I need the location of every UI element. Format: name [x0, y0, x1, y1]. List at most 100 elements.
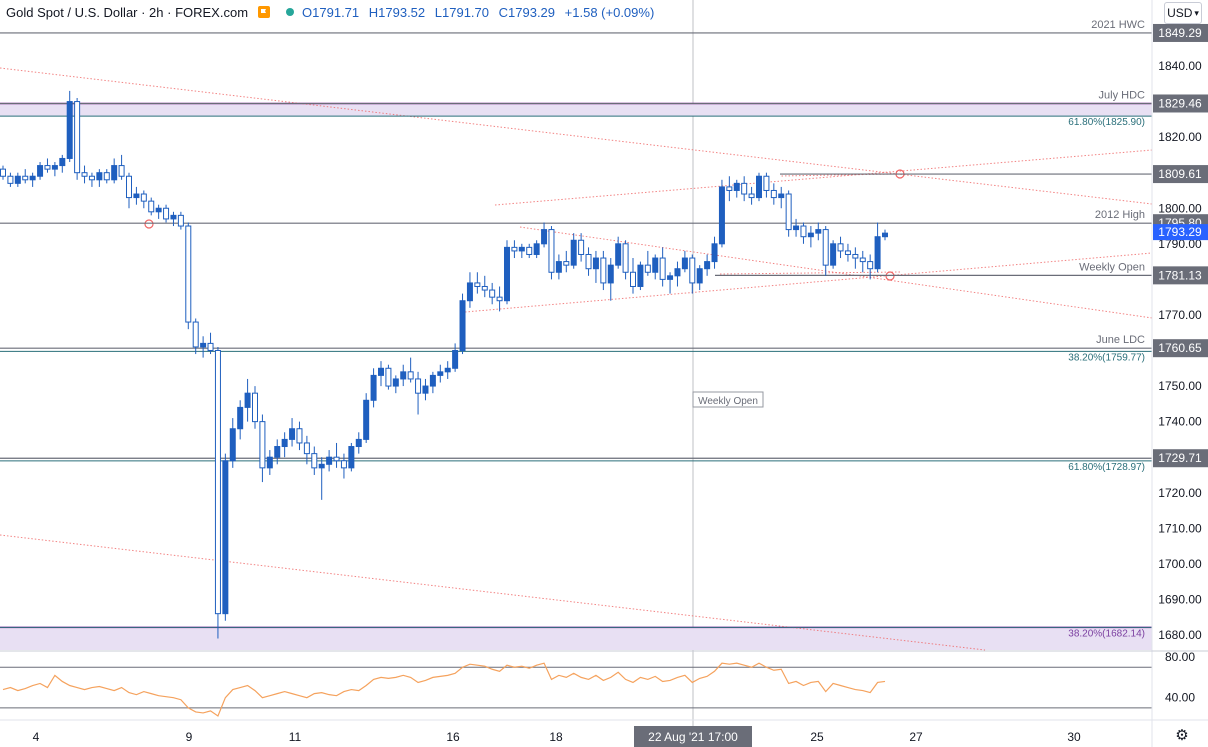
candle-body	[14, 175, 21, 184]
candle-body	[785, 193, 792, 231]
candle	[807, 226, 814, 248]
price-tag-label: 1760.65	[1158, 341, 1202, 355]
candle-body	[459, 300, 466, 351]
candle	[177, 211, 184, 230]
candle-body	[96, 172, 103, 181]
candle	[59, 154, 66, 173]
candle-body	[711, 243, 718, 263]
candle	[837, 236, 844, 259]
candle	[111, 158, 118, 184]
open-value: O1791.71	[302, 4, 360, 20]
candle	[340, 453, 347, 479]
candle-body	[333, 456, 340, 462]
candle	[607, 258, 614, 301]
candle	[844, 243, 851, 262]
currency-dropdown[interactable]: USD ▾	[1164, 2, 1202, 24]
candle	[229, 418, 236, 468]
candle	[481, 275, 488, 298]
candle-body	[667, 275, 674, 280]
candle-body	[37, 165, 44, 177]
candle-body	[378, 367, 384, 376]
rsi-tick-label: 40.00	[1165, 691, 1195, 705]
candle-body	[185, 225, 192, 323]
candle	[289, 418, 296, 447]
gear-icon[interactable]: ⚙	[1175, 727, 1189, 744]
candle	[437, 364, 444, 383]
price-tag-label: 1829.46	[1158, 96, 1202, 110]
candle	[400, 364, 407, 387]
level-label: 38.20%(1682.14)	[1068, 628, 1145, 639]
candle	[770, 183, 777, 205]
candle-body	[429, 374, 436, 387]
candle-body	[318, 463, 325, 469]
candle-body	[200, 342, 207, 348]
candle	[281, 432, 288, 458]
candle-body	[259, 421, 266, 469]
candle	[882, 229, 888, 241]
candle-body	[126, 175, 132, 199]
status-dot-icon	[286, 8, 295, 16]
candle-body	[704, 261, 711, 270]
candle-body	[88, 175, 95, 181]
candle-body	[815, 229, 822, 234]
candle-body	[718, 186, 725, 245]
chart-header: Gold Spot / U.S. Dollar · 2h · FOREX.com…	[0, 0, 654, 24]
candle-body	[830, 243, 837, 266]
candle-body	[214, 350, 221, 615]
candle-body	[674, 268, 681, 277]
candle	[311, 446, 318, 475]
candle-body	[555, 261, 562, 273]
price-tag	[1153, 449, 1208, 468]
level-lines	[0, 32, 1152, 628]
price-tag	[1153, 94, 1208, 113]
candle	[392, 375, 399, 394]
candle-body	[370, 374, 377, 401]
candle	[741, 176, 748, 202]
candle-body	[422, 385, 429, 394]
rsi-tick-label: 80.00	[1165, 650, 1195, 664]
candle-body	[585, 253, 592, 270]
candle-body	[244, 392, 251, 408]
candle	[444, 361, 451, 379]
candle	[563, 250, 570, 273]
candle-body	[822, 229, 829, 266]
candle	[29, 172, 36, 187]
candle-body	[44, 165, 51, 170]
trend-line-4	[719, 271, 901, 275]
candle	[348, 442, 355, 472]
candle	[222, 453, 229, 621]
trend-line-3	[464, 252, 1153, 313]
candle-body	[466, 282, 473, 302]
weekly-open-annotation: Weekly Open	[692, 391, 764, 408]
annotation-label: Weekly Open	[698, 396, 758, 407]
candle	[778, 186, 785, 209]
candle	[363, 393, 370, 443]
price-tag-label: 1849.29	[1158, 26, 1202, 40]
candle-body	[489, 289, 496, 298]
candle-body	[222, 460, 229, 615]
candle	[830, 240, 837, 269]
candle-body	[303, 442, 310, 455]
close-value: C1793.29	[498, 4, 556, 20]
candle	[637, 261, 644, 291]
candle-body	[155, 207, 162, 213]
candle	[7, 172, 14, 187]
y-tick-label: 1800.00	[1158, 201, 1202, 215]
rsi-panel: 80.00 40.00	[0, 650, 1195, 717]
candle	[192, 318, 199, 355]
zone-0	[0, 103, 1152, 117]
candle	[163, 204, 170, 223]
rsi-line	[2, 662, 886, 717]
candle-body	[355, 438, 362, 448]
candle	[14, 172, 21, 187]
crosshair-date-tag	[634, 726, 752, 747]
flag-icon[interactable]	[258, 6, 271, 18]
x-tick-label: 16	[446, 730, 460, 744]
candle	[37, 162, 44, 180]
ohlc-values: O1791.71 H1793.52 L1791.70 C1793.29 +1.5…	[302, 5, 654, 20]
trend-marker	[144, 219, 154, 229]
level-label: 38.20%(1759.77)	[1068, 352, 1145, 363]
candle-body	[437, 371, 444, 376]
candle-body	[229, 428, 236, 462]
